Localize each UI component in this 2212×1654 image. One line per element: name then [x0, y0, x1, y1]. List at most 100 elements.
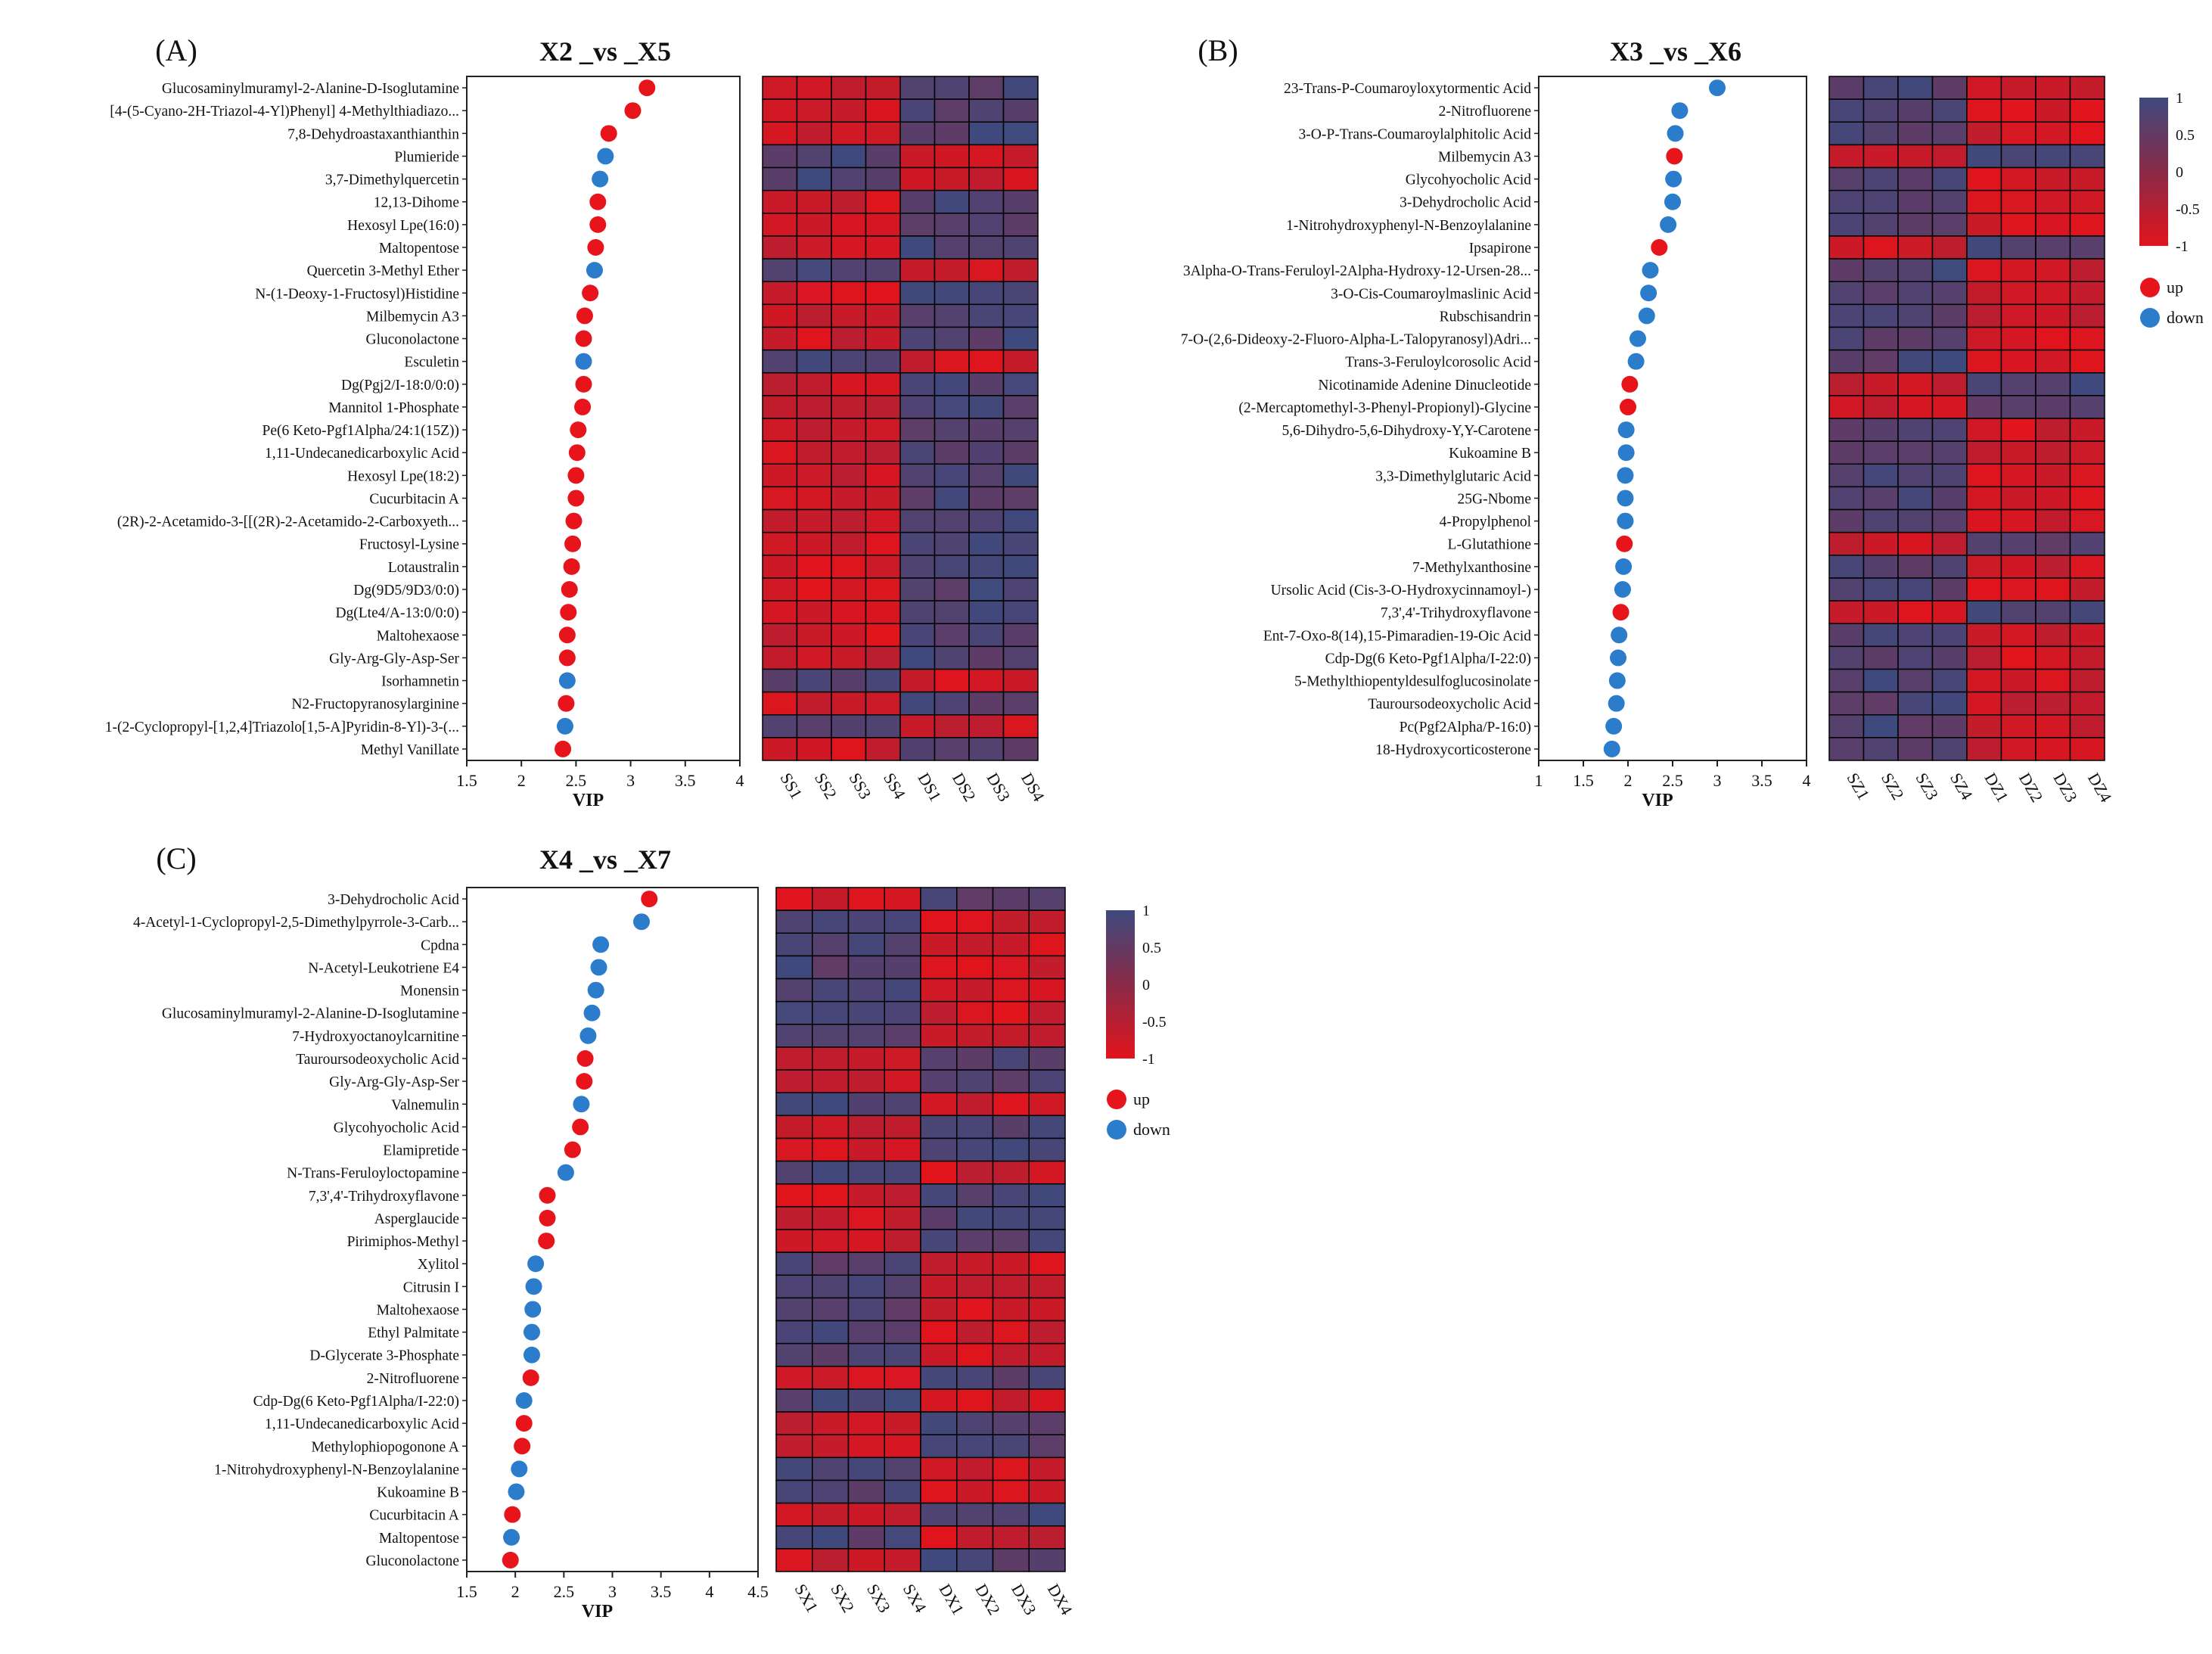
- panel-label: (B): [1198, 33, 1238, 67]
- vip-point: [1614, 581, 1631, 598]
- vip-point: [560, 604, 577, 621]
- metabolite-label: Cdp-Dg(6 Keto-Pgf1Alpha/I-22:0): [1325, 651, 1531, 667]
- vip-point: [502, 1551, 519, 1569]
- heatmap-cell: [1028, 1137, 1066, 1162]
- heatmap-cell: [1862, 486, 1899, 511]
- heatmap-cell: [920, 1251, 958, 1276]
- heatmap-cell: [992, 1069, 1030, 1093]
- heatmap-cell: [796, 714, 832, 738]
- metabolite-label: Gluconolactone: [366, 332, 459, 348]
- heatmap-cell: [1002, 281, 1039, 306]
- heatmap-cell: [920, 1137, 958, 1162]
- sample-label: SS4: [880, 769, 909, 802]
- colorbar-tick-label: -0.5: [2176, 201, 2200, 218]
- chart-title: X3 _vs _X6: [1610, 36, 1741, 67]
- heatmap-cell: [796, 166, 832, 191]
- legend-2: up down: [1107, 1090, 1170, 1139]
- heatmap-cell: [2000, 189, 2036, 214]
- vip-point: [583, 1004, 601, 1021]
- heatmap-cell: [956, 1320, 994, 1345]
- heatmap-cell: [884, 1046, 921, 1071]
- legend-down-label: down: [2167, 308, 2204, 327]
- heatmap-cell: [1897, 98, 1934, 123]
- heatmap-cell: [831, 737, 867, 761]
- heatmap-cell: [775, 887, 813, 911]
- vip-point: [575, 375, 592, 393]
- heatmap-cell: [920, 1206, 958, 1230]
- heatmap-cell: [1002, 121, 1039, 146]
- x-tick-label: 3.5: [675, 771, 696, 790]
- heatmap-cell: [1966, 463, 2002, 488]
- vip-point: [1612, 604, 1629, 621]
- sample-label: SZ4: [1946, 769, 1977, 803]
- metabolite-label: Methylophiopogonone A: [311, 1439, 459, 1455]
- sample-label: SS3: [845, 769, 875, 802]
- heatmap-cell: [865, 235, 901, 260]
- heatmap-cell: [1897, 737, 1934, 761]
- heatmap-cell: [796, 189, 832, 214]
- heatmap-cell: [884, 1229, 921, 1253]
- heatmap-cell: [2035, 691, 2071, 716]
- heatmap-cell: [899, 577, 936, 602]
- heatmap-cell: [812, 932, 850, 957]
- metabolite-label: 2-Nitrofluorene: [367, 1371, 459, 1387]
- heatmap-cell: [899, 235, 936, 260]
- heatmap-cell: [1862, 600, 1899, 624]
- heatmap-cell: [847, 1160, 885, 1185]
- heatmap-cell: [956, 1525, 994, 1550]
- heatmap-cell: [1966, 121, 2002, 146]
- metabolite-label: Valnemulin: [391, 1097, 459, 1113]
- heatmap-cell: [992, 1229, 1030, 1253]
- heatmap-cell: [865, 166, 901, 191]
- metabolite-label: Tauroursodeoxycholic Acid: [1368, 697, 1531, 713]
- heatmap-cell: [1002, 555, 1039, 579]
- metabolite-label: Trans-3-Feruloylcorosolic Acid: [1345, 355, 1531, 371]
- heatmap-cell: [884, 1115, 921, 1139]
- heatmap-cell: [2000, 281, 2036, 306]
- heatmap-cell: [1931, 418, 1968, 442]
- heatmap-cell: [884, 1548, 921, 1572]
- heatmap-cell: [1862, 714, 1899, 738]
- heatmap-cell: [968, 98, 1005, 123]
- heatmap-cell: [1966, 714, 2002, 738]
- sample-label: DZ2: [2015, 769, 2047, 805]
- heatmap-cell: [1931, 600, 1968, 624]
- heatmap-cell: [865, 281, 901, 306]
- heatmap-cell: [884, 1388, 921, 1413]
- x-tick-label: 4: [736, 771, 744, 790]
- heatmap-cell: [831, 372, 867, 396]
- heatmap-cell: [956, 1229, 994, 1253]
- heatmap-cell: [1966, 577, 2002, 602]
- metabolite-label: 7,3',4'-Trihydroxyflavone: [1381, 605, 1531, 621]
- vip-point: [1665, 170, 1682, 188]
- metabolite-label: 1-Nitrohydroxyphenyl-N-Benzoylalanine: [1286, 218, 1531, 234]
- heatmap-cell: [812, 1366, 850, 1390]
- heatmap-cell: [831, 213, 867, 237]
- vip-point: [508, 1483, 525, 1500]
- heatmap-cell: [762, 121, 798, 146]
- heatmap-cell: [812, 1525, 850, 1550]
- vip-point: [592, 170, 609, 188]
- heatmap-cell: [934, 486, 970, 511]
- heatmap-cell: [1828, 121, 1865, 146]
- heatmap-cell: [1897, 213, 1934, 237]
- sample-label: SZ1: [1843, 769, 1873, 803]
- heatmap-cell: [899, 189, 936, 214]
- vip-point: [1617, 490, 1634, 507]
- heatmap-cell: [992, 1251, 1030, 1276]
- heatmap-cell: [1028, 1320, 1066, 1345]
- heatmap-cell: [884, 978, 921, 1003]
- vip-point: [504, 1506, 521, 1523]
- heatmap-cell: [1828, 714, 1865, 738]
- heatmap-cell: [775, 909, 813, 934]
- heatmap-cell: [1002, 714, 1039, 738]
- heatmap-cell: [899, 144, 936, 169]
- heatmap-cell: [934, 372, 970, 396]
- heatmap-cell: [899, 463, 936, 488]
- heatmap-cell: [992, 1434, 1030, 1459]
- heatmap-cell: [1828, 349, 1865, 374]
- vip-point: [633, 913, 650, 931]
- vip-point: [574, 398, 592, 415]
- heatmap-cell: [968, 555, 1005, 579]
- heatmap-cell: [1862, 121, 1899, 146]
